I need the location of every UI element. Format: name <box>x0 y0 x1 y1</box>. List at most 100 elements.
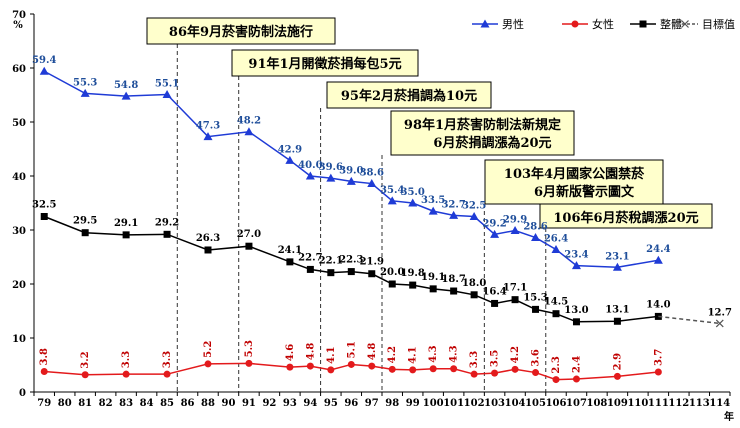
x-tick-label: 112 <box>668 398 689 409</box>
x-tick-label: 97 <box>365 398 379 409</box>
data-label: 12.7 <box>708 307 732 318</box>
legend-label: 目標值 <box>702 17 735 31</box>
data-label: 3.6 <box>531 349 542 366</box>
data-point <box>531 233 541 242</box>
y-tick-label: 20 <box>12 280 26 291</box>
legend-marker <box>480 19 490 28</box>
legend-marker <box>639 20 647 28</box>
data-label: 4.2 <box>387 346 398 363</box>
data-label: 29.5 <box>73 216 97 227</box>
x-tick-label: 111 <box>648 398 669 409</box>
data-label: 26.3 <box>196 233 220 244</box>
data-label: 19.8 <box>401 268 425 279</box>
data-label: 55.3 <box>73 77 97 88</box>
x-tick-label: 82 <box>99 398 113 409</box>
data-point <box>327 269 335 277</box>
data-label: 5.2 <box>203 340 214 357</box>
data-label: 4.8 <box>305 343 316 360</box>
data-point <box>286 363 294 371</box>
data-label: 22.7 <box>298 252 322 263</box>
data-point <box>204 360 212 368</box>
data-point <box>245 359 253 367</box>
x-tick-label: 108 <box>587 398 608 409</box>
y-axis-unit-label: % <box>13 20 23 31</box>
data-label: 42.9 <box>278 144 302 155</box>
data-point <box>409 281 417 289</box>
x-tick-label: 99 <box>406 398 420 409</box>
data-point <box>121 91 131 100</box>
x-tick-label: 94 <box>303 398 317 409</box>
x-tick-label: 79 <box>37 398 51 409</box>
data-point <box>388 280 396 288</box>
data-label: 5.3 <box>244 340 255 357</box>
data-point <box>654 368 662 376</box>
data-label: 29.9 <box>503 215 527 226</box>
y-tick-label: 50 <box>12 118 26 129</box>
data-label: 3.5 <box>490 350 501 367</box>
data-point <box>327 366 335 374</box>
policy-annotations: 86年9月菸害防制法施行 91年1月開徵菸捐每包5元 95年2月菸捐調為10元 98年… <box>146 17 713 392</box>
annotation-text: 6月新版警示圖文 <box>534 184 635 200</box>
data-label: 26.4 <box>544 233 568 244</box>
x-tick-label: 104 <box>505 398 526 409</box>
data-label: 32.7 <box>441 199 465 210</box>
data-label: 16.4 <box>482 286 506 297</box>
data-point <box>368 270 376 278</box>
data-point <box>122 370 130 378</box>
data-point <box>450 287 458 295</box>
data-point <box>470 291 478 299</box>
annotation-text: 91年1月開徵菸捐每包5元 <box>248 56 401 72</box>
data-label: 2.3 <box>551 356 562 373</box>
data-point <box>40 367 48 375</box>
data-point <box>388 365 396 373</box>
data-label: 4.6 <box>285 344 296 361</box>
series-line-目標值 <box>658 315 720 325</box>
data-label: 14.0 <box>646 299 670 310</box>
data-point <box>490 229 500 238</box>
data-point <box>450 365 458 373</box>
y-tick-label: 10 <box>12 334 26 345</box>
data-point <box>162 89 172 98</box>
data-label: 38.6 <box>360 168 384 179</box>
data-label: 35.4 <box>380 185 404 196</box>
data-point <box>612 262 622 271</box>
annotation-box <box>231 49 419 77</box>
data-label: 47.3 <box>196 121 220 132</box>
data-point <box>653 255 663 264</box>
data-point <box>285 155 295 164</box>
data-point <box>39 66 49 75</box>
data-point <box>81 229 89 237</box>
x-tick-label: 107 <box>566 398 587 409</box>
data-point <box>368 362 376 370</box>
data-label: 18.0 <box>462 278 486 289</box>
x-tick-label: 114 <box>709 398 730 409</box>
data-label: 48.2 <box>237 116 261 127</box>
data-label: 24.1 <box>278 245 302 256</box>
data-label: 32.5 <box>462 201 486 212</box>
data-label: 2.4 <box>571 356 582 373</box>
data-point <box>551 244 561 253</box>
data-label: 20.0 <box>380 267 404 278</box>
data-label: 19.1 <box>421 272 445 283</box>
data-point <box>80 88 90 97</box>
annotation-box <box>146 17 336 45</box>
data-label: 29.2 <box>155 217 179 228</box>
data-label: 4.1 <box>408 346 419 363</box>
legend-label: 整體 <box>660 17 682 31</box>
data-label: 17.1 <box>503 283 527 294</box>
data-label: 3.8 <box>39 348 50 365</box>
x-tick-label: 86 <box>181 398 195 409</box>
x-tick-label: 103 <box>484 398 505 409</box>
data-label: 32.5 <box>32 200 56 211</box>
x-tick-label: 83 <box>119 398 133 409</box>
data-point <box>387 196 397 205</box>
data-point <box>204 246 212 254</box>
data-point <box>510 226 520 235</box>
data-point <box>203 132 213 141</box>
legend-marker <box>571 20 579 28</box>
legend-label: 女性 <box>592 17 614 31</box>
data-labels: 59.4 55.3 54.8 55.1 47.3 48.2 42.9 40.039.639.0… <box>32 55 732 373</box>
x-tick-label: 113 <box>689 398 710 409</box>
annotation-box <box>539 203 713 229</box>
